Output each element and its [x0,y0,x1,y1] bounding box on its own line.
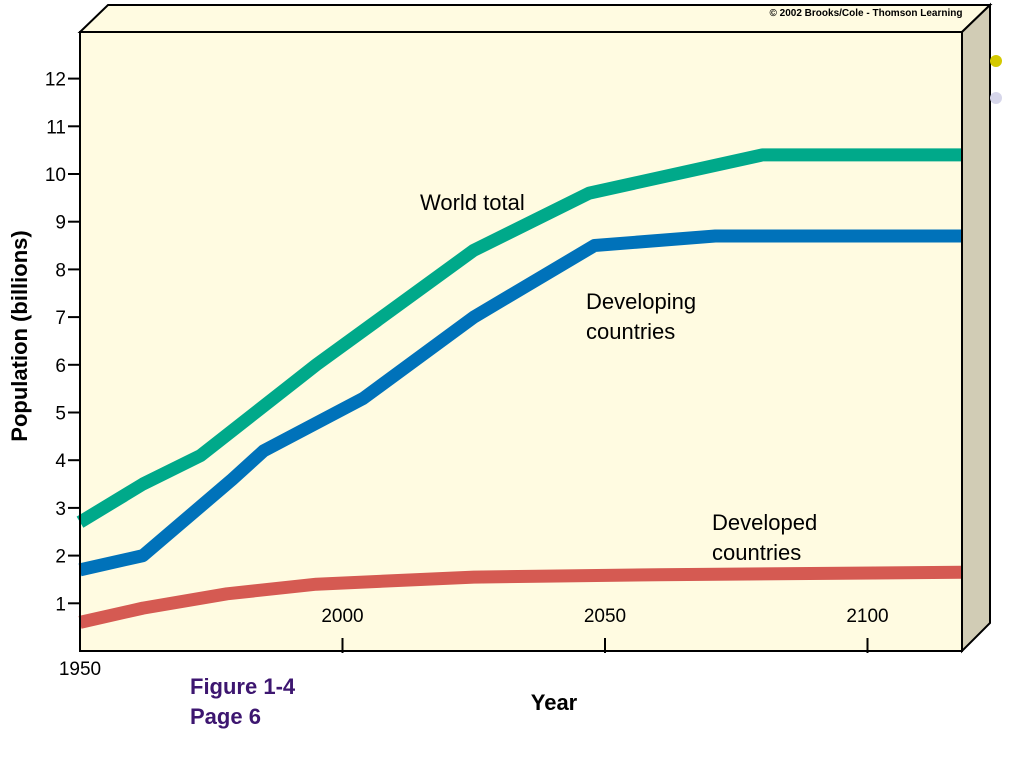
y-tick-label: 1 [55,594,66,615]
page-number: Page 6 [190,704,261,729]
y-tick-label: 4 [55,451,66,472]
series-layer [76,148,963,629]
y-tick-label: 10 [45,165,66,186]
annotations: World total Developing countries Developed c… [420,190,817,565]
copyright-text: © 2002 Brooks/Cole - Thomson Learning [770,8,963,19]
y-tick-label: 7 [55,308,66,329]
plot-frame [79,31,963,652]
series-label-developed: countries [712,540,801,565]
series-label-developing: countries [586,319,675,344]
x-ticks: 1950 2000 2050 2100 [59,606,889,680]
y-tick-label: 3 [55,499,66,520]
y-tick-label: 9 [55,213,66,234]
x-axis-title: Year [531,690,578,715]
box-side-face [961,2,991,654]
y-tick-label: 12 [45,70,66,91]
y-tick-label: 8 [55,260,66,281]
series-label-world: World total [420,190,525,215]
x-tick-label: 2000 [321,606,363,627]
figure-caption: Figure 1-4 Page 6 [190,672,295,732]
y-tick-label: 5 [55,404,66,425]
series-label-developed: Developed [712,510,817,535]
figure-number: Figure 1-4 [190,674,296,699]
series-label-developing: Developing [586,289,696,314]
y-tick-label: 11 [46,117,66,138]
x-tick-label: 2050 [584,606,626,627]
y-tick-label: 2 [55,547,66,568]
y-axis-title: Population (billions) [7,230,32,441]
series-line-developing [78,229,962,577]
series-line-world [76,148,962,528]
x-tick-label: 1950 [59,659,101,680]
x-tick-label: 2100 [846,606,888,627]
series-line-developed [78,565,963,629]
bullet-dot-yellow [990,55,1002,67]
bullet-dot-lavender [990,92,1002,104]
plot-area [80,32,962,651]
y-tick-label: 6 [55,356,66,377]
